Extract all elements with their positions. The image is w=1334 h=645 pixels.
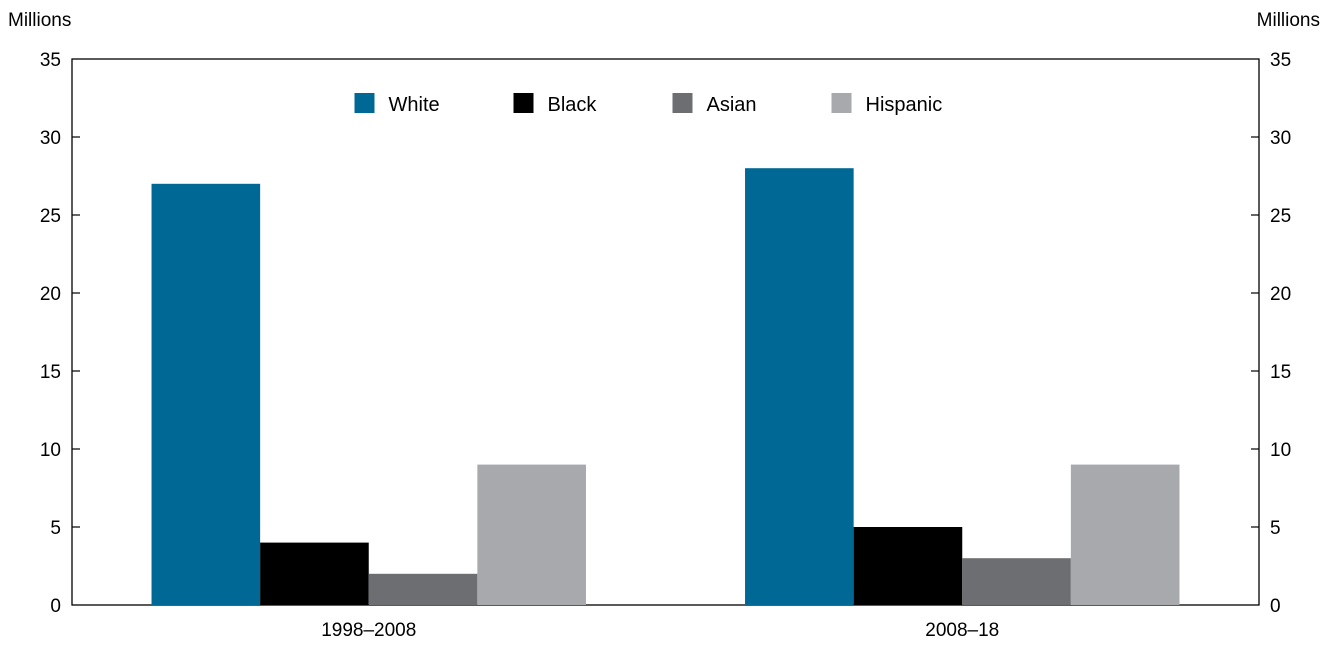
bars-group (151, 168, 1180, 606)
y-tick-label-right: 10 (1270, 440, 1291, 461)
legend-label-white: White (389, 94, 440, 116)
bar-asian-2 (962, 558, 1071, 605)
y-tick-label-right: 25 (1270, 206, 1291, 227)
y-tick-label-left: 10 (40, 440, 61, 461)
bar-black-1 (260, 542, 369, 605)
legend-swatch-white (354, 93, 375, 113)
y-tick-label-left: 20 (40, 284, 61, 305)
y-axis-left: 0 5 10 15 20 25 30 35 (40, 50, 80, 617)
y-tick-label-right: 0 (1270, 596, 1281, 617)
bar-black-2 (853, 527, 963, 605)
y-tick-label-right: 35 (1270, 50, 1291, 71)
bar-hispanic-1 (477, 464, 586, 605)
legend-label-asian: Asian (707, 94, 757, 116)
legend-swatch-asian (672, 93, 693, 113)
y-tick-label-left: 30 (40, 128, 61, 149)
y-tick-label-left: 15 (40, 362, 61, 383)
y-axis-unit-left: Millions (8, 10, 71, 31)
y-tick-label-left: 35 (40, 50, 61, 71)
y-axis-right: 0 5 10 15 20 25 30 35 (1251, 50, 1291, 617)
x-category-label: 2008–18 (925, 620, 999, 641)
legend-label-black: Black (548, 94, 598, 116)
legend-label-hispanic: Hispanic (866, 94, 943, 116)
legend-swatch-hispanic (831, 93, 852, 113)
x-category-label: 1998–2008 (321, 620, 416, 641)
y-tick-label-right: 5 (1270, 518, 1281, 539)
y-tick-label-right: 30 (1270, 128, 1291, 149)
legend: White Black Asian Hispanic (354, 93, 943, 116)
bar-white-2 (745, 168, 854, 605)
y-tick-label-left: 0 (50, 596, 61, 617)
y-tick-label-left: 5 (50, 518, 61, 539)
y-tick-label-right: 20 (1270, 284, 1291, 305)
bar-hispanic-2 (1070, 464, 1180, 605)
y-tick-label-right: 15 (1270, 362, 1291, 383)
plot-area-frame (71, 58, 1260, 606)
bar-white-1 (151, 183, 261, 606)
bar-asian-1 (368, 573, 478, 605)
y-tick-label-left: 25 (40, 206, 61, 227)
x-axis: 1998–2008 2008–18 (321, 620, 999, 641)
legend-swatch-black (513, 93, 534, 113)
y-axis-unit-right: Millions (1257, 10, 1320, 31)
